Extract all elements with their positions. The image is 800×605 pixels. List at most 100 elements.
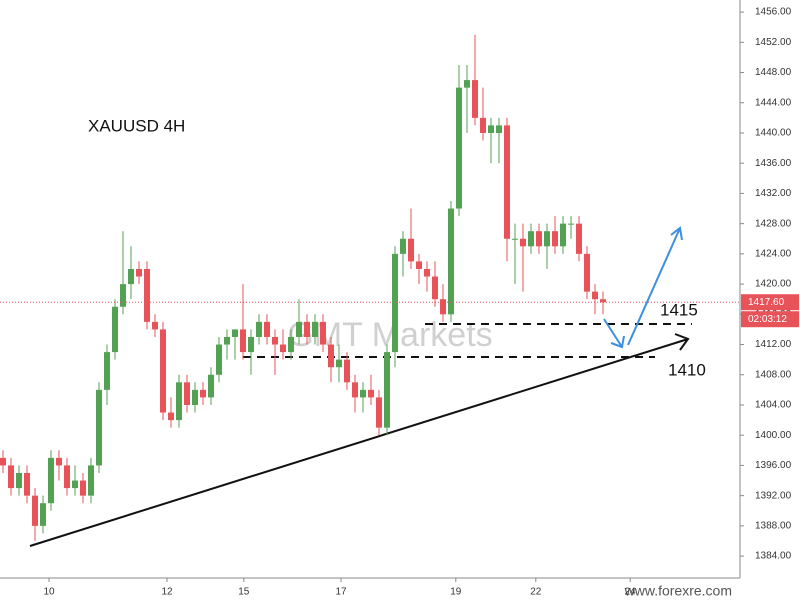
- candle-body: [400, 238, 406, 254]
- y-tick-label: 1432.00: [755, 188, 792, 199]
- candle-body: [328, 344, 334, 368]
- candle-body: [512, 238, 518, 240]
- candle-body: [384, 352, 390, 428]
- candle-body: [88, 465, 94, 496]
- candle-body: [136, 268, 142, 277]
- candle-body: [96, 389, 102, 466]
- candle-body: [408, 238, 414, 262]
- countdown-tag: [741, 311, 799, 328]
- candle-body: [376, 397, 382, 428]
- candle-body: [600, 299, 606, 303]
- y-tick-label: 1424.00: [755, 249, 792, 260]
- candle-body: [16, 472, 22, 489]
- candle-body: [504, 125, 510, 239]
- candle-body: [200, 389, 206, 398]
- candle-body: [24, 472, 30, 496]
- y-tick-label: 1444.00: [755, 97, 792, 108]
- y-tick-label: 1412.00: [755, 339, 792, 350]
- candle-body: [224, 336, 230, 345]
- watermark: GMT Markets: [287, 316, 492, 354]
- candle-body: [48, 457, 54, 504]
- y-tick-label: 1452.00: [755, 37, 792, 48]
- candle-body: [32, 495, 38, 526]
- candle-body: [416, 261, 422, 269]
- arrow-head: [670, 226, 683, 241]
- y-tick-label: 1388.00: [755, 521, 792, 532]
- candle-body: [456, 87, 462, 209]
- arrow-head: [674, 333, 690, 351]
- candle-body: [352, 382, 358, 398]
- candle-body: [120, 284, 126, 307]
- y-tick-label: 1404.00: [755, 400, 792, 411]
- candle-body: [144, 268, 150, 322]
- candle-body: [320, 321, 326, 345]
- candle-body: [592, 291, 598, 300]
- y-tick-label: 1456.00: [755, 7, 792, 18]
- x-tick-label: 19: [450, 587, 462, 598]
- candle-body: [496, 125, 502, 133]
- candle-body: [432, 276, 438, 300]
- candle-body: [288, 336, 294, 353]
- y-tick-label: 1448.00: [755, 67, 792, 78]
- candle-body: [472, 80, 478, 118]
- candle-body: [312, 321, 318, 337]
- price-tag: [741, 294, 799, 311]
- y-tick-label: 1428.00: [755, 218, 792, 229]
- candle-body: [208, 374, 214, 398]
- candle-body: [72, 480, 78, 489]
- candle-body: [128, 268, 134, 285]
- candle-body: [344, 359, 350, 383]
- candle-body: [576, 223, 582, 254]
- candle-body: [424, 268, 430, 277]
- x-tick-label: 17: [335, 587, 347, 598]
- footer: www.forexre.com: [624, 583, 732, 599]
- candle-body: [480, 117, 486, 133]
- x-tick-label: 10: [43, 587, 55, 598]
- level-label: 1415: [660, 300, 698, 319]
- chart-title: XAUUSD 4H: [88, 116, 185, 135]
- candle-body: [280, 344, 286, 353]
- candle-body: [232, 329, 238, 337]
- x-tick-label: 22: [530, 587, 542, 598]
- candle-body: [64, 465, 70, 489]
- candle-body: [440, 299, 446, 315]
- candle-body: [448, 208, 454, 315]
- y-tick-label: 1436.00: [755, 158, 792, 169]
- candle-body: [56, 457, 62, 466]
- candle-body: [168, 412, 174, 421]
- candle-body: [336, 359, 342, 368]
- candle-body: [552, 231, 558, 247]
- candle-body: [0, 457, 6, 466]
- candle-body: [160, 329, 166, 413]
- candle-body: [104, 352, 110, 390]
- trend-line: [29, 338, 689, 547]
- projection-arrow: [603, 318, 623, 348]
- candle-body: [464, 80, 470, 88]
- candle-body: [248, 336, 254, 353]
- y-tick-label: 1396.00: [755, 460, 792, 471]
- candle-body: [544, 231, 550, 247]
- candle-body: [528, 231, 534, 247]
- x-tick-label: 12: [161, 587, 173, 598]
- candle-body: [368, 389, 374, 398]
- candle-body: [264, 321, 270, 337]
- arrow-head: [610, 335, 625, 349]
- candle-body: [584, 253, 590, 292]
- candle-body: [272, 336, 278, 345]
- candle-body: [568, 223, 574, 225]
- candle-body: [80, 480, 86, 496]
- candle-body: [40, 503, 46, 526]
- candle-body: [536, 231, 542, 247]
- candle-body: [360, 389, 366, 398]
- candle-body: [392, 253, 398, 353]
- candle-body: [520, 238, 526, 247]
- candle-body: [256, 321, 262, 337]
- candle-body: [240, 329, 246, 353]
- candle-body: [176, 382, 182, 421]
- candle-body: [488, 125, 494, 133]
- current-price-label: 1417.60: [748, 297, 785, 308]
- candle-body: [296, 321, 302, 337]
- candle-body: [152, 321, 158, 330]
- y-tick-label: 1384.00: [755, 551, 792, 562]
